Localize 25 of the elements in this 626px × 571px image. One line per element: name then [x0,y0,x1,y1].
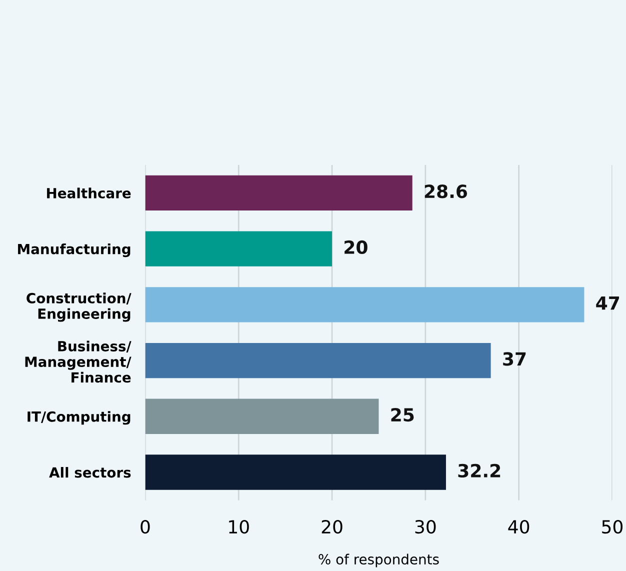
x-tick-label: 50 [602,520,623,534]
y-tick-label: Construction/ Engineering [26,292,132,322]
bar [145,175,412,211]
data-label: 32.2 [458,464,500,478]
x-axis-title: % of respondents [318,554,439,568]
x-tick-label: 20 [322,520,342,534]
data-label: 25 [391,408,414,422]
y-tick-label: Healthcare [47,188,131,198]
data-label: 20 [344,240,368,254]
bar [145,231,332,266]
y-tick-label: IT/Computing [28,411,130,425]
x-tick-label: 0 [140,520,150,534]
y-tick-label: All sectors [49,466,131,478]
data-label: 47 [596,296,620,310]
y-tick-label: Business/ Management/ Finance [25,340,132,383]
bar [145,398,379,434]
bar [145,454,446,490]
data-label: 28.6 [424,184,468,198]
bar [145,287,584,322]
bar [145,342,491,378]
x-tick-label: 10 [229,520,249,534]
y-tick-label: Manufacturing [18,244,130,258]
data-label: 37 [503,352,526,366]
x-tick-label: 40 [508,520,530,534]
x-tick-label: 30 [415,520,436,534]
